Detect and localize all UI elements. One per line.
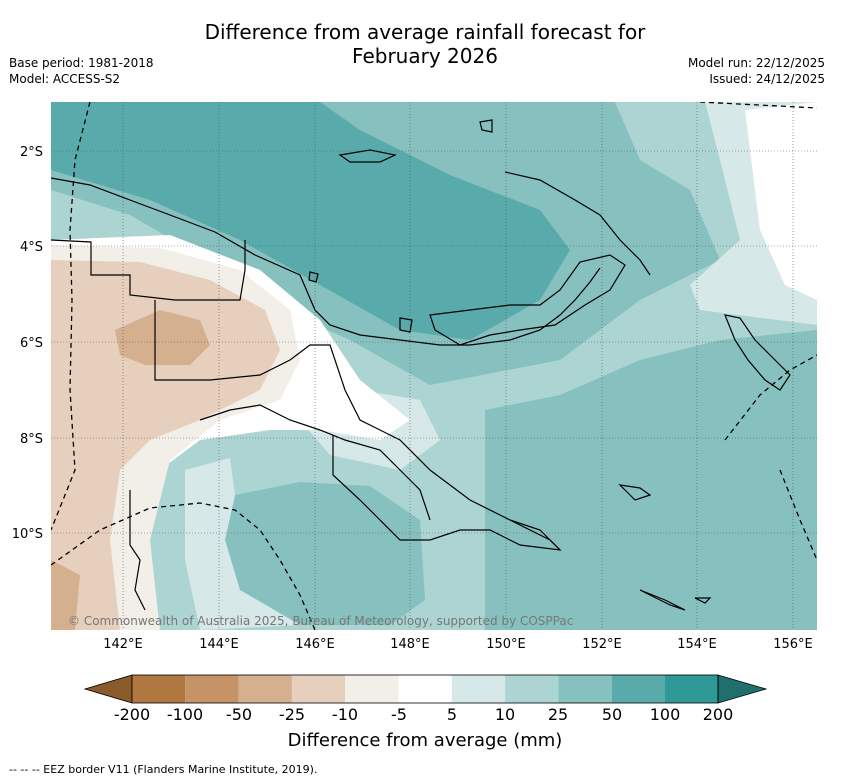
lat-label: 10°S	[12, 527, 43, 542]
colorbar-label: -5	[391, 705, 407, 724]
colorbar-label: 200	[703, 705, 734, 724]
model-run-date: Model run: 22/12/2025	[687, 56, 825, 70]
title-line-1: Difference from average rainfall forecas…	[204, 20, 646, 44]
map-title: Difference from average rainfall forecas…	[0, 20, 850, 68]
colorbar-frame	[131, 674, 719, 704]
lat-label: 2°S	[20, 145, 43, 160]
colorbar-title: Difference from average (mm)	[287, 730, 563, 751]
colorbar-label: -200	[114, 705, 150, 724]
colorbar-segment	[291, 675, 346, 703]
lon-label: 148°E	[390, 637, 430, 652]
colorbar-label: 5	[447, 705, 457, 724]
colorbar-label: 100	[650, 705, 681, 724]
base-period: Base period: 1981-2018	[9, 56, 154, 70]
colorbar-segment	[398, 675, 452, 703]
colorbar-label: 25	[548, 705, 568, 724]
latitude-labels: 2°S 4°S 6°S 8°S 10°S	[12, 145, 43, 542]
colorbar-label: -10	[332, 705, 358, 724]
colorbar	[83, 674, 768, 704]
colorbar-segment	[611, 675, 665, 703]
lat-label: 4°S	[20, 240, 43, 255]
eez-footnote: -- -- -- EEZ border V11 (Flanders Marine…	[9, 763, 318, 776]
colorbar-segment	[185, 675, 239, 703]
colorbar-extend-right	[717, 674, 768, 704]
lon-label: 144°E	[199, 637, 239, 652]
lon-label: 152°E	[582, 637, 622, 652]
lon-label: 154°E	[677, 637, 717, 652]
copyright-notice: © Commonwealth of Australia 2025, Bureau…	[68, 614, 574, 628]
colorbar-label: -50	[226, 705, 252, 724]
lat-label: 6°S	[20, 336, 43, 351]
colorbar-segment	[665, 675, 718, 703]
colorbar-extend-left	[83, 674, 133, 704]
issued-date: Issued: 24/12/2025	[709, 72, 825, 86]
title-line-2: February 2026	[352, 44, 498, 68]
colorbar-segment	[132, 675, 186, 703]
colorbar-segment	[345, 675, 399, 703]
colorbar-segment	[505, 675, 559, 703]
lat-label: 8°S	[20, 432, 43, 447]
graticule	[51, 102, 817, 630]
eez-borders	[51, 102, 817, 630]
coastlines	[51, 119, 791, 611]
colorbar-segment	[451, 675, 506, 703]
colorbar-segment	[558, 675, 612, 703]
colorbar-segment	[238, 675, 292, 703]
base-period-info: Base period: 1981-2018 Model: ACCESS-S2	[9, 55, 154, 87]
colorbar-label: -25	[279, 705, 305, 724]
longitude-labels: 142°E 144°E 146°E 148°E 150°E 152°E 154°…	[103, 637, 813, 652]
model-run-info: Model run: 22/12/2025 Issued: 24/12/2025	[688, 55, 825, 87]
colorbar-label: 10	[495, 705, 515, 724]
lon-label: 150°E	[486, 637, 526, 652]
colorbar-label: 50	[602, 705, 622, 724]
colorbar-label: -100	[167, 705, 203, 724]
colorbar-labels: -200 -100 -50 -25 -10 -5 5 10 25 50 100 …	[114, 705, 733, 724]
lon-label: 146°E	[295, 637, 335, 652]
anomaly-contours	[51, 102, 817, 630]
lon-label: 156°E	[773, 637, 813, 652]
model-name: Model: ACCESS-S2	[9, 72, 121, 86]
lon-label: 142°E	[103, 637, 143, 652]
